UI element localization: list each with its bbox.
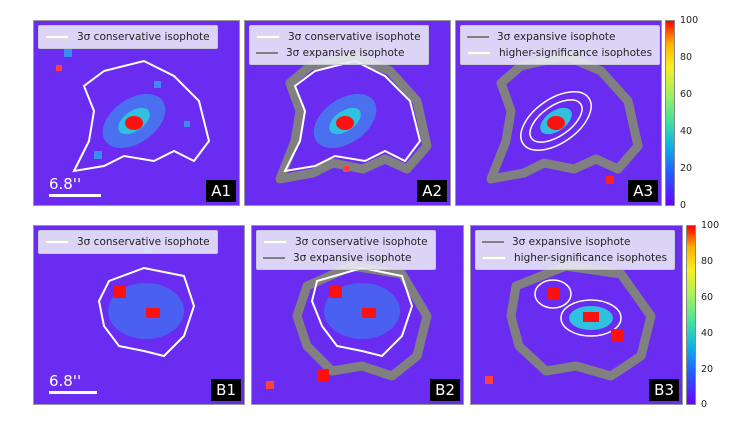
panel-label-b2: B2 <box>430 379 460 401</box>
legend-label: higher-significance isophotes <box>514 252 668 264</box>
scale-label: 6.8'' <box>49 372 82 390</box>
colorbar-tick: 60 <box>680 89 693 100</box>
panel-label-b3: B3 <box>649 379 679 401</box>
legend-item: 3σ conservative isophote <box>45 29 210 45</box>
colorbar-tick: 20 <box>680 163 693 174</box>
image-a1 <box>34 21 239 205</box>
legend-line <box>263 257 285 259</box>
panel-label-a1: A1 <box>206 180 236 202</box>
colorbar-tick: 40 <box>680 126 693 137</box>
panel-a2: 3σ conservative isophote 3σ expansive is… <box>244 20 451 206</box>
legend-item: 3σ expansive isophote <box>256 45 421 61</box>
legend-label: higher-significance isophotes <box>499 47 653 59</box>
legend-a1: 3σ conservative isophote <box>38 25 218 49</box>
panel-a3: 3σ expansive isophote higher-significanc… <box>455 20 662 206</box>
panel-label-a2: A2 <box>417 180 447 202</box>
legend-line <box>467 36 489 38</box>
legend-b1: 3σ conservative isophote <box>38 230 218 254</box>
colorbar-tick: 80 <box>701 256 714 267</box>
colorbar-tick: 20 <box>701 364 714 375</box>
legend-label: 3σ conservative isophote <box>77 236 210 248</box>
colorbar-tick: 80 <box>680 52 693 63</box>
colorbar-tick: 0 <box>701 399 708 410</box>
legend-b2: 3σ conservative isophote 3σ expansive is… <box>256 230 436 270</box>
colorbar-tick: 100 <box>701 220 720 231</box>
legend-item: 3σ conservative isophote <box>256 29 421 45</box>
legend-line <box>45 240 69 244</box>
panel-a1: 3σ conservative isophote 6.8'' A1 <box>33 20 240 206</box>
legend-line <box>256 52 278 54</box>
legend-label: 3σ expansive isophote <box>286 47 405 59</box>
colorbar-tick: 40 <box>701 328 714 339</box>
legend-item: higher-significance isophotes <box>467 45 652 61</box>
legend-line <box>256 35 280 39</box>
legend-label: 3σ expansive isophote <box>293 252 412 264</box>
legend-item: 3σ expansive isophote <box>482 234 667 250</box>
panel-label-b1: B1 <box>211 379 241 401</box>
panel-b2: 3σ conservative isophote 3σ expansive is… <box>251 225 464 405</box>
legend-line <box>482 241 504 243</box>
legend-line <box>45 35 69 39</box>
scale-bar-b1: 6.8'' <box>49 372 97 394</box>
legend-label: 3σ expansive isophote <box>497 31 616 43</box>
legend-label: 3σ conservative isophote <box>77 31 210 43</box>
legend-line <box>467 51 491 55</box>
scale-line <box>49 194 101 197</box>
colorbar-tick: 100 <box>680 15 699 26</box>
legend-b3: 3σ expansive isophote higher-significanc… <box>475 230 676 270</box>
legend-item: 3σ conservative isophote <box>263 234 428 250</box>
panel-label-a3: A3 <box>628 180 658 202</box>
scale-line <box>49 391 97 394</box>
legend-a2: 3σ conservative isophote 3σ expansive is… <box>249 25 429 65</box>
legend-item: 3σ expansive isophote <box>263 250 428 266</box>
legend-item: 3σ conservative isophote <box>45 234 210 250</box>
scale-bar-a1: 6.8'' <box>49 175 101 197</box>
legend-label: 3σ expansive isophote <box>512 236 631 248</box>
colorbar-tick: 0 <box>680 200 687 211</box>
panel-b3: 3σ expansive isophote higher-significanc… <box>470 225 683 405</box>
legend-item: higher-significance isophotes <box>482 250 667 266</box>
image-b1 <box>34 226 244 404</box>
legend-label: 3σ conservative isophote <box>288 31 421 43</box>
panel-b1: 3σ conservative isophote 6.8'' B1 <box>33 225 245 405</box>
colorbar-a <box>665 20 675 206</box>
legend-label: 3σ conservative isophote <box>295 236 428 248</box>
colorbar-tick: 60 <box>701 292 714 303</box>
legend-item: 3σ expansive isophote <box>467 29 652 45</box>
legend-line <box>482 256 506 260</box>
scale-label: 6.8'' <box>49 175 82 193</box>
legend-line <box>263 240 287 244</box>
legend-a3: 3σ expansive isophote higher-significanc… <box>460 25 661 65</box>
colorbar-b <box>686 225 696 405</box>
